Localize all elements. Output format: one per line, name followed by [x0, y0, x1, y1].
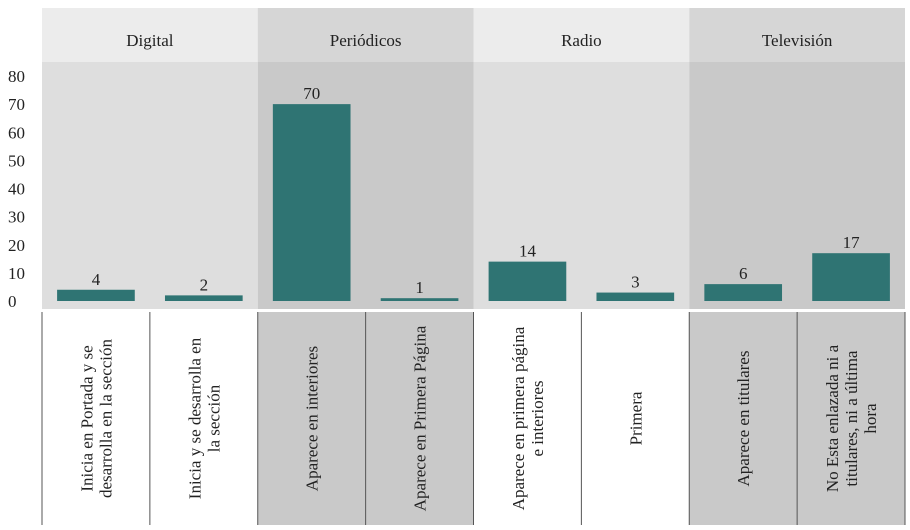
y-tick-label-3: 30	[8, 208, 25, 227]
group-headers: Digital Periódicos Radio Televisión	[42, 8, 905, 62]
bar-2-1	[596, 292, 675, 301]
panel-0	[42, 62, 258, 309]
y-tick-label-0: 0	[8, 292, 17, 311]
bar-1-0	[272, 104, 351, 301]
y-tick-label-5: 50	[8, 151, 25, 170]
value-label-0-1: 2	[200, 275, 209, 294]
header-panel-3	[689, 8, 905, 62]
x-axis-labels: Inicia en Portada y sedesarrolla en la s…	[41, 312, 906, 525]
value-label-3-1: 17	[843, 233, 861, 252]
value-label-1-0: 70	[303, 84, 320, 103]
bar-3-0	[704, 284, 783, 301]
bar-3-1	[812, 253, 890, 301]
category-label-2-0: Aparece en primera páginae interiores	[509, 326, 547, 510]
y-tick-label-1: 10	[8, 264, 25, 283]
group-header-0: Digital	[126, 31, 173, 50]
bar-0-0	[57, 289, 135, 301]
bar-0-1	[164, 295, 243, 301]
y-tick-label-4: 40	[8, 180, 25, 199]
bar-2-0	[488, 261, 567, 301]
category-label-1-0: Aparece en interiores	[303, 346, 322, 491]
y-tick-label-6: 60	[8, 123, 25, 142]
value-label-2-1: 3	[631, 273, 640, 292]
category-label-2-1: Primera	[626, 391, 645, 445]
category-label-3-0: Aparece en titulares	[734, 351, 753, 487]
y-axis: 0 10 20 30 40 50 60 70 80	[8, 67, 25, 311]
header-panel-1	[257, 8, 474, 62]
value-label-3-0: 6	[739, 264, 748, 283]
category-label-1-1: Aparece en Primera Página	[411, 325, 430, 511]
y-tick-label-2: 20	[8, 236, 25, 255]
bars: 4 2 70 1 14 3 6 17	[57, 84, 890, 301]
category-label-3-1: No Esta enlazada ni atitulares, ni a últ…	[823, 344, 880, 492]
header-panel-2	[473, 8, 690, 62]
group-header-2: Radio	[561, 31, 602, 50]
group-header-1: Periódicos	[330, 31, 402, 50]
category-label-0-1: Inicia y se desarrolla enla sección	[185, 337, 223, 499]
header-panel-0	[42, 8, 258, 62]
bar-1-1	[380, 298, 459, 301]
value-label-2-0: 14	[519, 242, 537, 261]
y-tick-label-7: 70	[8, 95, 25, 114]
category-label-0-0: Inicia en Portada y sedesarrolla en la s…	[77, 338, 115, 498]
value-label-1-1: 1	[415, 278, 424, 297]
group-header-3: Televisión	[762, 31, 833, 50]
y-tick-label-8: 80	[8, 67, 25, 86]
value-label-0-0: 4	[92, 270, 101, 289]
